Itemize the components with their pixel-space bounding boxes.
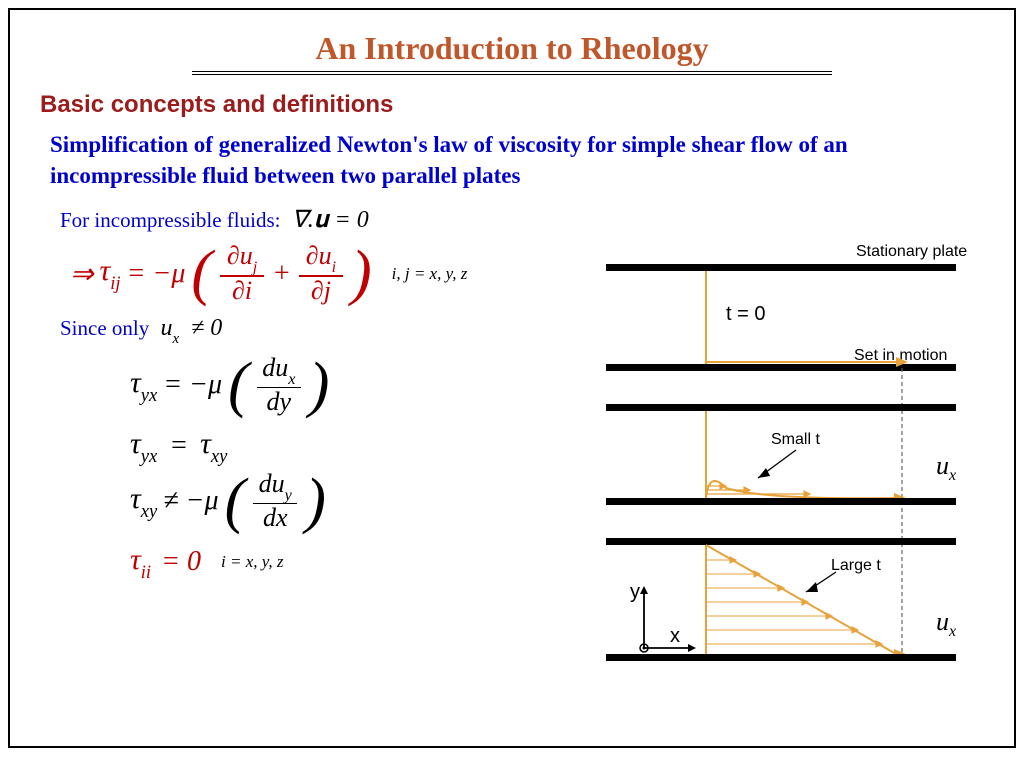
ux-neq-zero: ux ≠ 0 (161, 315, 223, 341)
label-large-t: Large t (831, 557, 881, 574)
tau-xy-neq: τxy ≠ −μ ( duy dx ) (130, 470, 600, 533)
paren-right: ) (351, 246, 372, 302)
tau-xy: τxy (200, 427, 227, 466)
div-u-eq: ∇.𝐮 = 0 (292, 207, 369, 233)
frac-duj-di: ∂uj ∂i (220, 242, 264, 305)
label-t0: t = 0 (726, 303, 765, 325)
equals-sign: = (169, 430, 188, 462)
den-di: ∂i (228, 277, 256, 306)
section-heading: Basic concepts and definitions (40, 91, 984, 119)
slide: An Introduction to Rheology Basic concep… (8, 8, 1016, 748)
paren-left-2: ( (228, 358, 249, 414)
coord-axes: y x (630, 581, 696, 652)
small-t-arrowhead (758, 468, 770, 478)
incompressible-line: For incompressible fluids: ∇.𝐮 = 0 (60, 205, 600, 234)
tau-yx-equation: τyx = −μ ( dux dy ) (130, 354, 600, 417)
left-column: For incompressible fluids: ∇.𝐮 = 0 ⇒ τij… (40, 205, 600, 582)
ij-note: i, j = x, y, z (392, 264, 468, 284)
implies-arrow: ⇒ (70, 257, 93, 291)
num-dui: ∂ui (302, 242, 340, 275)
top-plate-1 (606, 264, 956, 271)
frac-dux-dy: dux dy (257, 354, 301, 417)
eq-neg-mu-2: = −μ (163, 369, 222, 401)
flow-diagram: Stationary plate t = 0 Set in motion Sma… (596, 240, 986, 700)
tau-yx-2: τyx (130, 427, 157, 466)
svg-text:y: y (630, 581, 640, 603)
den-dy: dy (262, 388, 295, 417)
top-plate-2 (606, 404, 956, 411)
label-small-t: Small t (771, 431, 820, 448)
label-ux-1: ux (936, 451, 956, 484)
small-t-profile (706, 411, 896, 498)
paren-left-3: ( (225, 474, 246, 530)
tau-ij: τij (99, 254, 120, 293)
bottom-plate-3 (606, 654, 956, 661)
title-divider (192, 71, 832, 75)
tau-symbol: τ (99, 254, 110, 287)
i-note: i = x, y, z (221, 552, 283, 572)
diagram-svg: Stationary plate t = 0 Set in motion Sma… (596, 240, 986, 700)
tau-ij-equation: ⇒ τij = −μ ( ∂uj ∂i + ∂ui ∂j ) i, j = x,… (70, 242, 600, 305)
num-duj: ∂uj (223, 242, 261, 275)
eq-neg-mu: = −μ (127, 258, 186, 290)
num-dux: dux (258, 354, 299, 387)
large-t-arrowhead (806, 582, 818, 592)
neq-neg-mu: ≠ −μ (163, 485, 218, 517)
num-duy: duy (255, 470, 296, 503)
svg-text:x: x (670, 625, 680, 647)
tau-yx: τyx (130, 366, 157, 405)
tau-xy-2: τxy (130, 482, 157, 521)
tau-symmetry: τyx = τxy (130, 427, 600, 466)
eq-zero: = 0 (161, 546, 201, 578)
paren-left: ( (191, 246, 212, 302)
bottom-plate-2 (606, 498, 956, 505)
since-only-line: Since only ux ≠ 0 (60, 315, 600, 346)
plus-sign: + (272, 258, 291, 290)
paren-right-2: ) (309, 358, 330, 414)
tau-ii: τii (130, 543, 151, 582)
paren-right-3: ) (305, 474, 326, 530)
tau-ii-eq: τii = 0 i = x, y, z (130, 543, 600, 582)
subtitle: Simplification of generalized Newton's l… (50, 129, 984, 191)
den-dx: dx (259, 504, 292, 533)
top-plate-3 (606, 538, 956, 545)
frac-dui-dj: ∂ui ∂j (299, 242, 343, 305)
den-dj: ∂j (307, 277, 335, 306)
ij-subscript: ij (110, 273, 120, 294)
label-stationary: Stationary plate (856, 243, 967, 260)
since-only-text: Since only (60, 316, 149, 340)
page-title: An Introduction to Rheology (40, 30, 984, 67)
bottom-plate-1 (606, 364, 956, 371)
frac-duy-dx: duy dx (253, 470, 297, 533)
incompressible-text: For incompressible fluids: (60, 208, 280, 232)
label-ux-2: ux (936, 607, 956, 640)
